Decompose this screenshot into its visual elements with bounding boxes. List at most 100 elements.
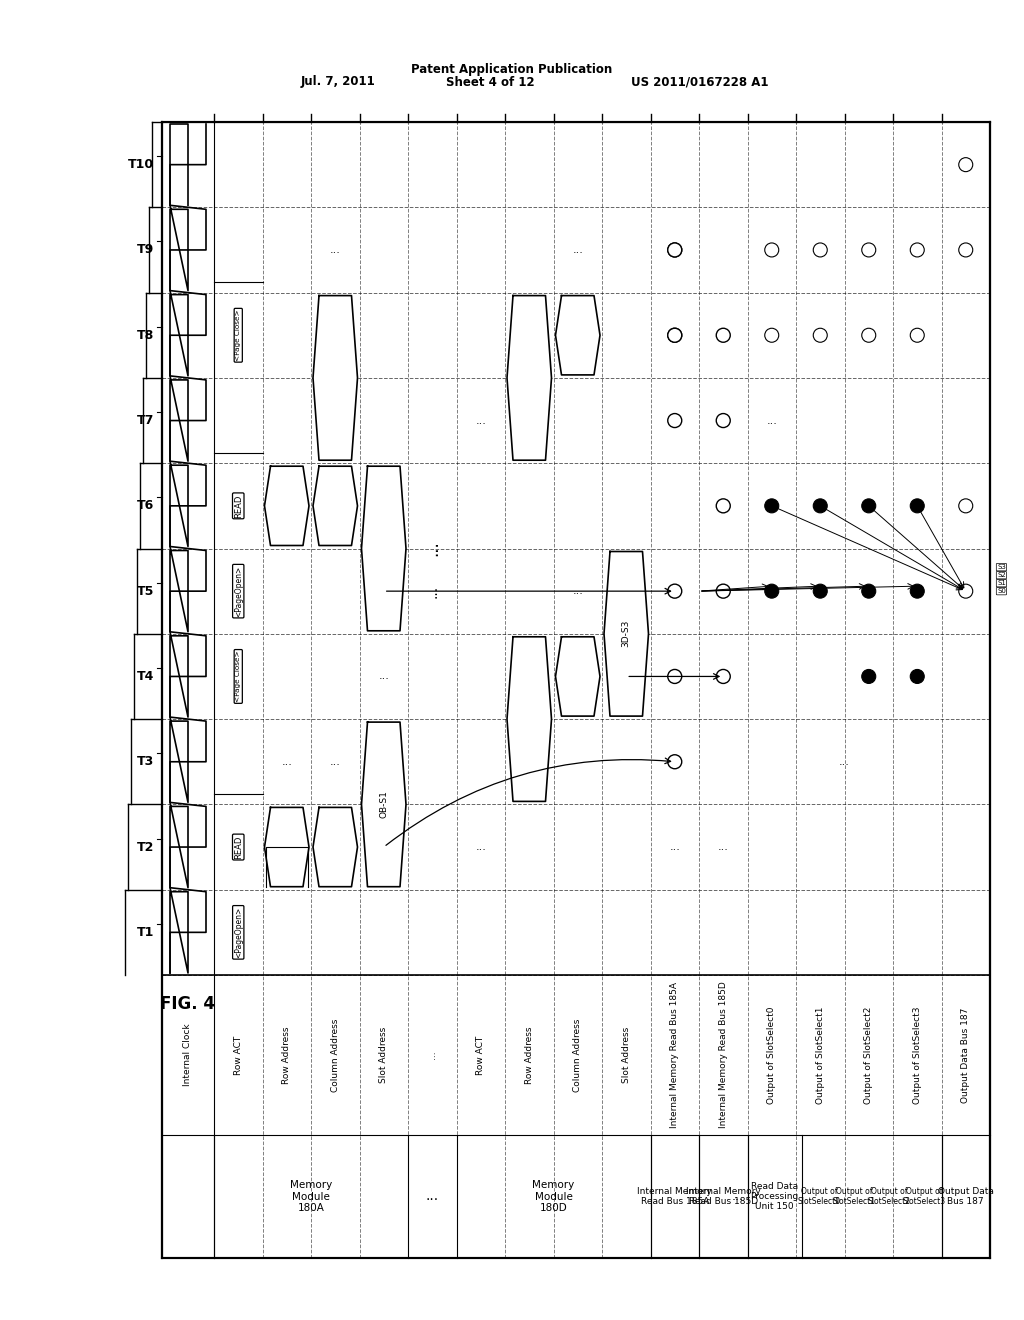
Text: ...: ... (766, 416, 777, 425)
Text: ...: ... (839, 756, 850, 767)
Text: Internal Memory Read Bus 185D: Internal Memory Read Bus 185D (719, 982, 728, 1129)
Polygon shape (507, 636, 552, 801)
Text: Output of SlotSelect3: Output of SlotSelect3 (912, 1006, 922, 1104)
Text: Output of
SlotSelect3: Output of SlotSelect3 (902, 1187, 945, 1206)
Text: Internal Clock: Internal Clock (183, 1024, 193, 1086)
Circle shape (716, 329, 730, 342)
Text: Row Address: Row Address (524, 1026, 534, 1084)
Text: T6: T6 (137, 499, 154, 512)
Text: READ: READ (233, 836, 243, 859)
Text: Internal Memory
Read Bus 185D: Internal Memory Read Bus 185D (686, 1187, 761, 1206)
Text: Column Address: Column Address (573, 1018, 583, 1092)
Circle shape (813, 499, 827, 513)
Circle shape (716, 499, 730, 513)
Polygon shape (361, 722, 406, 887)
Text: T8: T8 (137, 329, 154, 342)
Polygon shape (313, 466, 357, 545)
Circle shape (765, 585, 778, 598)
Circle shape (910, 243, 925, 257)
Text: Patent Application Publication: Patent Application Publication (412, 63, 612, 77)
Text: Memory
Module
180D: Memory Module 180D (532, 1180, 574, 1213)
Text: ...: ... (425, 585, 439, 598)
Text: ...: ... (426, 1189, 439, 1204)
Polygon shape (264, 466, 309, 545)
Text: Output of
SlotSelect0: Output of SlotSelect0 (798, 1187, 841, 1206)
Text: T7: T7 (136, 414, 154, 428)
Circle shape (862, 669, 876, 684)
Text: Column Address: Column Address (331, 1018, 340, 1092)
Text: ...: ... (732, 1191, 743, 1203)
Polygon shape (507, 296, 552, 461)
Text: <Page Close>: <Page Close> (236, 651, 242, 702)
Circle shape (765, 329, 778, 342)
Polygon shape (264, 808, 309, 887)
Circle shape (958, 499, 973, 513)
Text: Row ACT: Row ACT (233, 1035, 243, 1074)
Circle shape (910, 585, 925, 598)
Circle shape (668, 755, 682, 768)
Text: Read Data
Processing
Unit 150: Read Data Processing Unit 150 (751, 1181, 799, 1212)
Circle shape (765, 499, 778, 513)
Text: Memory
Module
180A: Memory Module 180A (290, 1180, 332, 1213)
Text: T3: T3 (137, 755, 154, 768)
Text: ...: ... (718, 842, 729, 851)
Circle shape (862, 499, 876, 513)
Text: ...: ... (423, 541, 441, 556)
Text: Row ACT: Row ACT (476, 1035, 485, 1074)
Circle shape (716, 585, 730, 598)
Text: Output of
SlotSelect1: Output of SlotSelect1 (833, 1187, 876, 1206)
Text: 3D-S3: 3D-S3 (622, 620, 631, 648)
Text: ...: ... (475, 842, 486, 851)
Text: Slot Address: Slot Address (379, 1027, 388, 1084)
Polygon shape (313, 296, 357, 461)
Text: <Page Close>: <Page Close> (236, 309, 242, 362)
Circle shape (668, 585, 682, 598)
Circle shape (813, 585, 827, 598)
Circle shape (668, 329, 682, 342)
Text: Output of SlotSelect2: Output of SlotSelect2 (864, 1006, 873, 1104)
Text: Output of SlotSelect1: Output of SlotSelect1 (816, 1006, 824, 1104)
Text: READ: READ (233, 494, 243, 517)
Polygon shape (604, 552, 648, 715)
Text: ...: ... (475, 416, 486, 425)
Text: S0: S0 (997, 589, 1006, 594)
Text: T2: T2 (136, 841, 154, 854)
Text: Internal Memory Read Bus 185A: Internal Memory Read Bus 185A (671, 982, 679, 1129)
Text: ...: ... (670, 842, 680, 851)
Text: Output of
SlotSelect2: Output of SlotSelect2 (867, 1187, 910, 1206)
Circle shape (668, 243, 682, 257)
Text: T5: T5 (136, 585, 154, 598)
Text: T10: T10 (128, 158, 154, 172)
Bar (162, 121, 990, 1258)
Text: ...: ... (282, 756, 292, 767)
Circle shape (958, 585, 973, 598)
Text: ...: ... (378, 672, 389, 681)
Polygon shape (555, 636, 600, 715)
Text: Sheet 4 of 12: Sheet 4 of 12 (445, 75, 535, 88)
Text: US 2011/0167228 A1: US 2011/0167228 A1 (631, 75, 769, 88)
Text: S2: S2 (997, 572, 1006, 578)
Circle shape (668, 669, 682, 684)
Circle shape (668, 329, 682, 342)
Circle shape (910, 499, 925, 513)
Circle shape (958, 157, 973, 172)
Circle shape (862, 243, 876, 257)
Circle shape (813, 243, 827, 257)
Circle shape (668, 413, 682, 428)
Text: ...: ... (330, 246, 341, 255)
Circle shape (765, 243, 778, 257)
Circle shape (716, 413, 730, 428)
Text: S3: S3 (997, 564, 1006, 570)
Text: Jul. 7, 2011: Jul. 7, 2011 (301, 75, 376, 88)
Circle shape (958, 243, 973, 257)
Text: S1: S1 (997, 581, 1006, 586)
Circle shape (716, 669, 730, 684)
Text: ...: ... (428, 1051, 437, 1060)
Text: Row Address: Row Address (283, 1026, 291, 1084)
Text: Internal Memory
Read Bus 185A: Internal Memory Read Bus 185A (637, 1187, 712, 1206)
Circle shape (862, 329, 876, 342)
Text: Slot Address: Slot Address (622, 1027, 631, 1084)
Text: Output Data
Bus 187: Output Data Bus 187 (938, 1187, 993, 1206)
Text: Output Data Bus 187: Output Data Bus 187 (962, 1007, 971, 1102)
Circle shape (910, 669, 925, 684)
